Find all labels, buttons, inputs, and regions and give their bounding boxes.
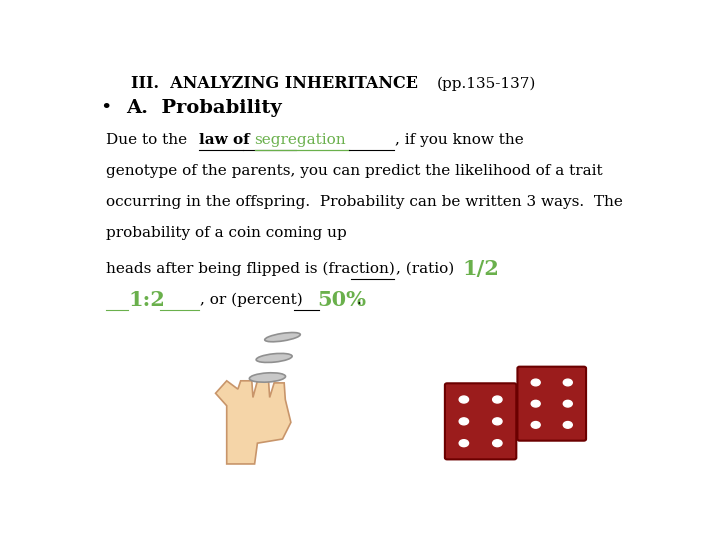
Text: .: . [356,293,361,307]
Text: III.  ANALYZING INHERITANCE: III. ANALYZING INHERITANCE [130,75,418,92]
Text: •: • [100,99,112,118]
Circle shape [563,422,572,428]
Text: 50%: 50% [318,290,366,310]
Ellipse shape [256,353,292,362]
Circle shape [531,379,540,386]
Text: segregation: segregation [255,133,346,147]
Text: A.  Probability: A. Probability [126,99,282,118]
Circle shape [492,418,502,425]
Circle shape [531,400,540,407]
Text: heads after being flipped is (fraction): heads after being flipped is (fraction) [106,261,400,276]
Polygon shape [215,381,291,464]
Ellipse shape [249,373,286,382]
Circle shape [563,400,572,407]
Text: law of: law of [199,133,250,147]
Text: (pp.135-137): (pp.135-137) [436,76,536,91]
Circle shape [459,440,469,447]
Text: occurring in the offspring.  Probability can be written 3 ways.  The: occurring in the offspring. Probability … [106,195,623,209]
Circle shape [492,440,502,447]
FancyBboxPatch shape [518,367,586,441]
FancyBboxPatch shape [445,383,516,460]
Text: , if you know the: , if you know the [395,133,524,147]
Text: Due to the: Due to the [106,133,192,147]
Circle shape [492,396,502,403]
Text: 1:2: 1:2 [128,290,165,310]
Text: 1/2: 1/2 [463,259,500,279]
Ellipse shape [265,333,300,342]
Text: genotype of the parents, you can predict the likelihood of a trait: genotype of the parents, you can predict… [106,164,602,178]
Circle shape [459,396,469,403]
Text: , (ratio): , (ratio) [396,261,454,275]
Text: probability of a coin coming up: probability of a coin coming up [106,226,346,240]
Text: , or (percent): , or (percent) [200,293,308,307]
Circle shape [563,379,572,386]
Circle shape [531,422,540,428]
Circle shape [459,418,469,425]
